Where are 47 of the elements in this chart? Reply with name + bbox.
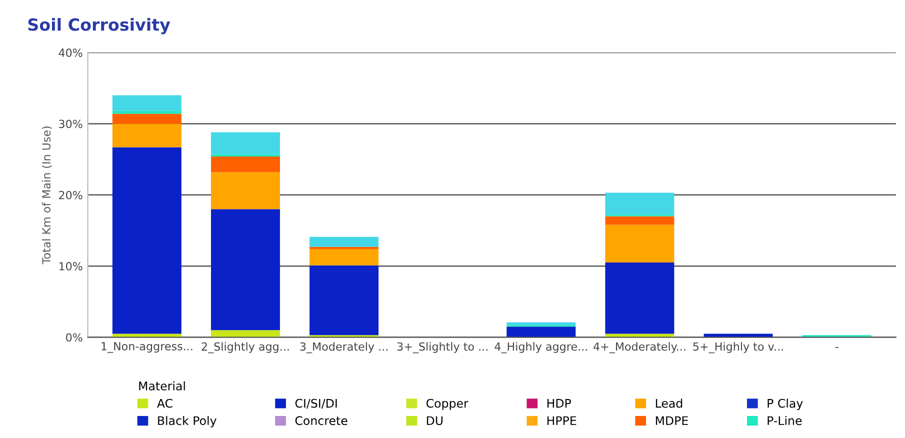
- bar: [506, 326, 576, 338]
- bar: [112, 147, 182, 334]
- legend-label: Black Poly: [158, 416, 216, 428]
- y-tick-label: 10%: [59, 262, 82, 270]
- legend-label: MDPE: [656, 416, 688, 425]
- legend-label: Copper: [426, 398, 468, 410]
- bar: [112, 95, 182, 111]
- bar: [605, 262, 674, 334]
- y-tick-label: 30%: [59, 120, 82, 128]
- legend-label: HDP: [547, 398, 571, 408]
- x-tick-label: -: [835, 347, 838, 348]
- bar: [310, 246, 379, 250]
- bar: [210, 132, 280, 154]
- legend-label: P Clay: [768, 398, 803, 410]
- legend-title: Material: [139, 381, 185, 390]
- legend-label: AC: [157, 398, 172, 408]
- legend-label: CI/SI/DI: [295, 398, 337, 409]
- legend-label: P-Line: [768, 416, 802, 426]
- legend-label: Concrete: [295, 416, 348, 426]
- y-axis-title: Total Km of Main (In Use): [42, 126, 52, 264]
- bar: [310, 249, 379, 266]
- bar: [210, 172, 280, 210]
- bar: [112, 124, 182, 148]
- x-tick-label: 3_Moderately ...: [300, 342, 388, 354]
- bar: [605, 192, 674, 215]
- x-tick-label: 4+_Moderately...: [594, 342, 686, 354]
- bar: [210, 330, 280, 338]
- bar: [310, 236, 379, 247]
- x-tick-label: 1_Non-aggress...: [102, 342, 192, 353]
- x-tick-label: 3+_Slightly to ...: [397, 342, 488, 354]
- bar: [112, 114, 182, 124]
- legend-label: DU: [426, 416, 443, 426]
- bar: [310, 265, 379, 336]
- legend-label: HPPE: [547, 416, 576, 425]
- legend-label: Lead: [656, 398, 682, 408]
- bar: [605, 224, 674, 263]
- x-tick-label: 2_Slightly agg...: [202, 342, 289, 354]
- bar: [210, 156, 280, 172]
- x-tick-label: 5+_Highly to v...: [693, 342, 783, 354]
- chart-title: Soil Corrosivity: [28, 18, 170, 34]
- bar: [605, 216, 674, 225]
- bar: [112, 110, 182, 114]
- bar: [210, 209, 280, 330]
- y-tick-label: 20%: [59, 190, 82, 200]
- x-tick-label: 4_Highly aggre...: [494, 342, 587, 354]
- y-tick-label: 0%: [66, 333, 82, 342]
- y-tick-label: 40%: [58, 48, 82, 57]
